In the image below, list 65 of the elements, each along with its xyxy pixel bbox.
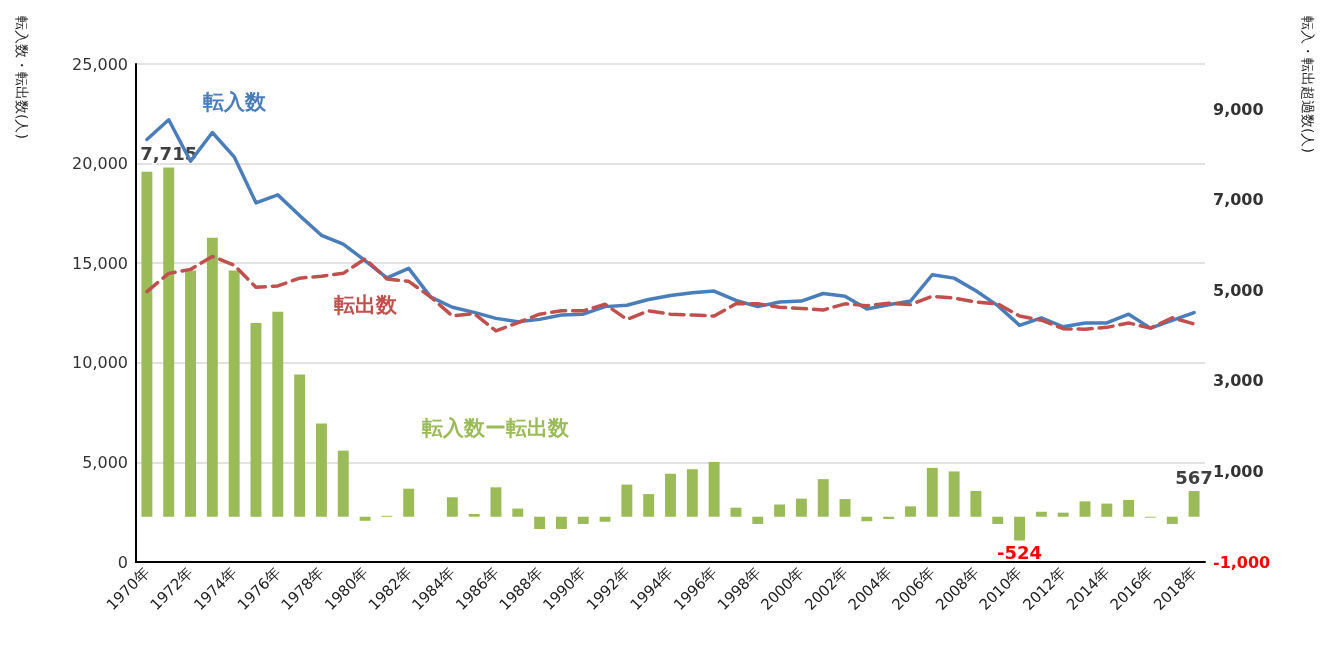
bar	[1014, 516, 1026, 541]
bar	[555, 516, 567, 529]
bar	[337, 450, 349, 517]
line-series	[145, 254, 1196, 333]
bar	[577, 516, 589, 524]
bar	[665, 473, 676, 517]
bar	[185, 270, 196, 517]
bar	[817, 479, 829, 517]
bar	[163, 167, 175, 517]
bar	[905, 506, 916, 517]
bar	[359, 516, 371, 521]
y-tick-label: 0	[117, 552, 128, 572]
bar	[403, 488, 415, 517]
bar	[752, 516, 764, 524]
y-tick-label: 25,000	[72, 54, 128, 74]
series-label: 転入数	[202, 89, 267, 114]
bar	[599, 516, 611, 522]
bar	[795, 498, 807, 517]
y2-tick-label: 3,000	[1213, 371, 1264, 391]
y-tick-label: 5,000	[82, 452, 128, 472]
bar	[992, 516, 1004, 524]
bar	[250, 322, 262, 517]
bar	[1188, 491, 1200, 517]
bar	[315, 423, 327, 517]
bar	[1035, 511, 1047, 517]
bar	[468, 514, 480, 517]
bar	[970, 490, 982, 517]
y2-tick-label: 5,000	[1213, 280, 1264, 300]
data-label: -524	[997, 541, 1043, 563]
bar	[1166, 516, 1178, 524]
bar	[1123, 499, 1135, 517]
bar	[534, 516, 546, 529]
y-axis-title: 転入数・転出数(人)	[14, 16, 30, 139]
bar	[643, 494, 655, 517]
y-tick-label: 20,000	[72, 154, 128, 174]
bar	[206, 237, 218, 517]
series-label: 転出数	[333, 293, 398, 318]
bar	[512, 508, 524, 517]
bar	[730, 507, 742, 517]
y-tick-label: 10,000	[72, 353, 128, 373]
bar	[948, 471, 960, 517]
bar	[1057, 512, 1069, 517]
bar	[228, 270, 240, 517]
bar	[1079, 501, 1091, 517]
bar	[926, 467, 938, 517]
data-label: 567	[1175, 466, 1213, 488]
bar	[621, 484, 633, 517]
bar	[708, 461, 720, 517]
bar	[1101, 503, 1113, 517]
y2-tick-label: 9,000	[1213, 99, 1264, 119]
y2-tick-label: 1,000	[1213, 461, 1264, 481]
bar	[774, 504, 786, 517]
bar	[839, 499, 851, 517]
bar	[294, 374, 306, 517]
bar	[686, 469, 698, 517]
bar	[446, 497, 458, 517]
y2-axis-title: 転入・転出超過数(人)	[1300, 16, 1316, 153]
y2-tick-label: 7,000	[1213, 190, 1264, 210]
y-tick-label: 15,000	[72, 253, 128, 273]
bar	[861, 516, 873, 522]
bar	[490, 487, 502, 517]
bar	[141, 171, 153, 517]
y2-tick-label: -1,000	[1213, 552, 1271, 572]
text: 転入数ー転出数	[422, 416, 571, 441]
bar	[272, 311, 284, 517]
